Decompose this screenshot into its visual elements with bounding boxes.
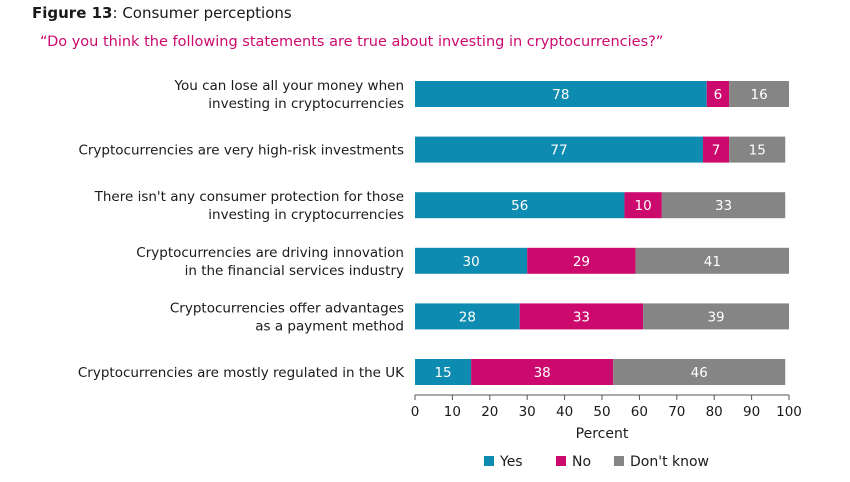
bar-segment bbox=[519, 303, 644, 330]
x-tick-label: 10 bbox=[444, 404, 461, 420]
category-label: Cryptocurrencies are mostly regulated in… bbox=[78, 365, 405, 381]
bar-segment bbox=[729, 136, 786, 163]
bar-segment bbox=[415, 247, 528, 274]
bar-segment bbox=[624, 192, 662, 219]
legend-label: Don't know bbox=[630, 454, 709, 470]
bar-value-label: 30 bbox=[463, 254, 480, 270]
bar-segment bbox=[729, 81, 789, 107]
bar-segment bbox=[415, 192, 625, 219]
bar-value-label: 15 bbox=[434, 365, 451, 381]
bar-segment bbox=[706, 81, 730, 107]
bar-segment bbox=[527, 247, 636, 274]
figure-title-text: Consumer perceptions bbox=[122, 4, 292, 22]
category-label: There isn't any consumer protection for … bbox=[94, 189, 404, 223]
bar-segment bbox=[471, 359, 614, 385]
bar-value-label: 46 bbox=[691, 365, 708, 381]
x-axis-label: Percent bbox=[576, 426, 629, 442]
bar-value-label: 6 bbox=[714, 87, 723, 103]
category-label: You can lose all your money when investin… bbox=[174, 78, 404, 112]
legend-label: Yes bbox=[499, 454, 523, 470]
category-label: Cryptocurrencies are driving innovation i… bbox=[136, 245, 404, 279]
legend-swatch bbox=[484, 456, 494, 466]
category-label: Cryptocurrencies are very high-risk inve… bbox=[78, 143, 404, 159]
bar-value-label: 15 bbox=[749, 143, 766, 159]
bar-segment bbox=[643, 303, 789, 330]
bar-value-label: 56 bbox=[511, 198, 528, 214]
bar-value-label: 33 bbox=[573, 309, 590, 325]
figure-title-separator: : bbox=[112, 4, 123, 22]
x-tick-label: 70 bbox=[668, 404, 685, 420]
bar-segment bbox=[635, 247, 789, 274]
x-tick-label: 60 bbox=[631, 404, 648, 420]
bar-value-label: 78 bbox=[552, 87, 569, 103]
category-label: Cryptocurrencies offer advantages as a pa… bbox=[170, 300, 404, 334]
figure-label: Figure 13 bbox=[32, 4, 113, 22]
bar-value-label: 16 bbox=[750, 87, 767, 103]
bar-value-label: 38 bbox=[534, 365, 551, 381]
bar-value-label: 33 bbox=[715, 198, 732, 214]
x-tick-label: 80 bbox=[706, 404, 723, 420]
x-tick-label: 40 bbox=[556, 404, 573, 420]
x-axis: 0 10 20 30 40 50 60 70 80 90 100 bbox=[411, 394, 802, 420]
x-tick-label: 20 bbox=[481, 404, 498, 420]
legend-swatch bbox=[556, 456, 566, 466]
category-labels: You can lose all your money when investin… bbox=[78, 78, 405, 381]
legend-swatch bbox=[614, 456, 624, 466]
x-tick-label: 90 bbox=[743, 404, 760, 420]
bar-value-label: 29 bbox=[573, 254, 590, 270]
bar-segment bbox=[415, 303, 520, 330]
bar-value-label: 7 bbox=[712, 143, 721, 159]
bar-value-label: 10 bbox=[635, 198, 652, 214]
x-tick-label: 100 bbox=[776, 404, 802, 420]
bar-segment bbox=[415, 136, 703, 163]
bar-segment bbox=[415, 359, 472, 385]
bar-value-label: 77 bbox=[550, 143, 567, 159]
figure-title: Figure 13: Consumer perceptions bbox=[32, 4, 292, 22]
bar-value-label: 28 bbox=[459, 309, 476, 325]
legend: Yes No Don't know bbox=[484, 454, 709, 470]
chart-subtitle: “Do you think the following statements a… bbox=[40, 34, 664, 50]
bar-segment bbox=[702, 136, 730, 163]
bar-value-label: 39 bbox=[707, 309, 724, 325]
bar-segment bbox=[661, 192, 786, 219]
x-tick-label: 0 bbox=[411, 404, 420, 420]
bar-segment bbox=[415, 81, 707, 107]
x-tick-label: 50 bbox=[593, 404, 610, 420]
bar-segment bbox=[613, 359, 786, 385]
legend-label: No bbox=[572, 454, 591, 470]
bar-value-label: 41 bbox=[704, 254, 721, 270]
x-tick-label: 30 bbox=[519, 404, 536, 420]
